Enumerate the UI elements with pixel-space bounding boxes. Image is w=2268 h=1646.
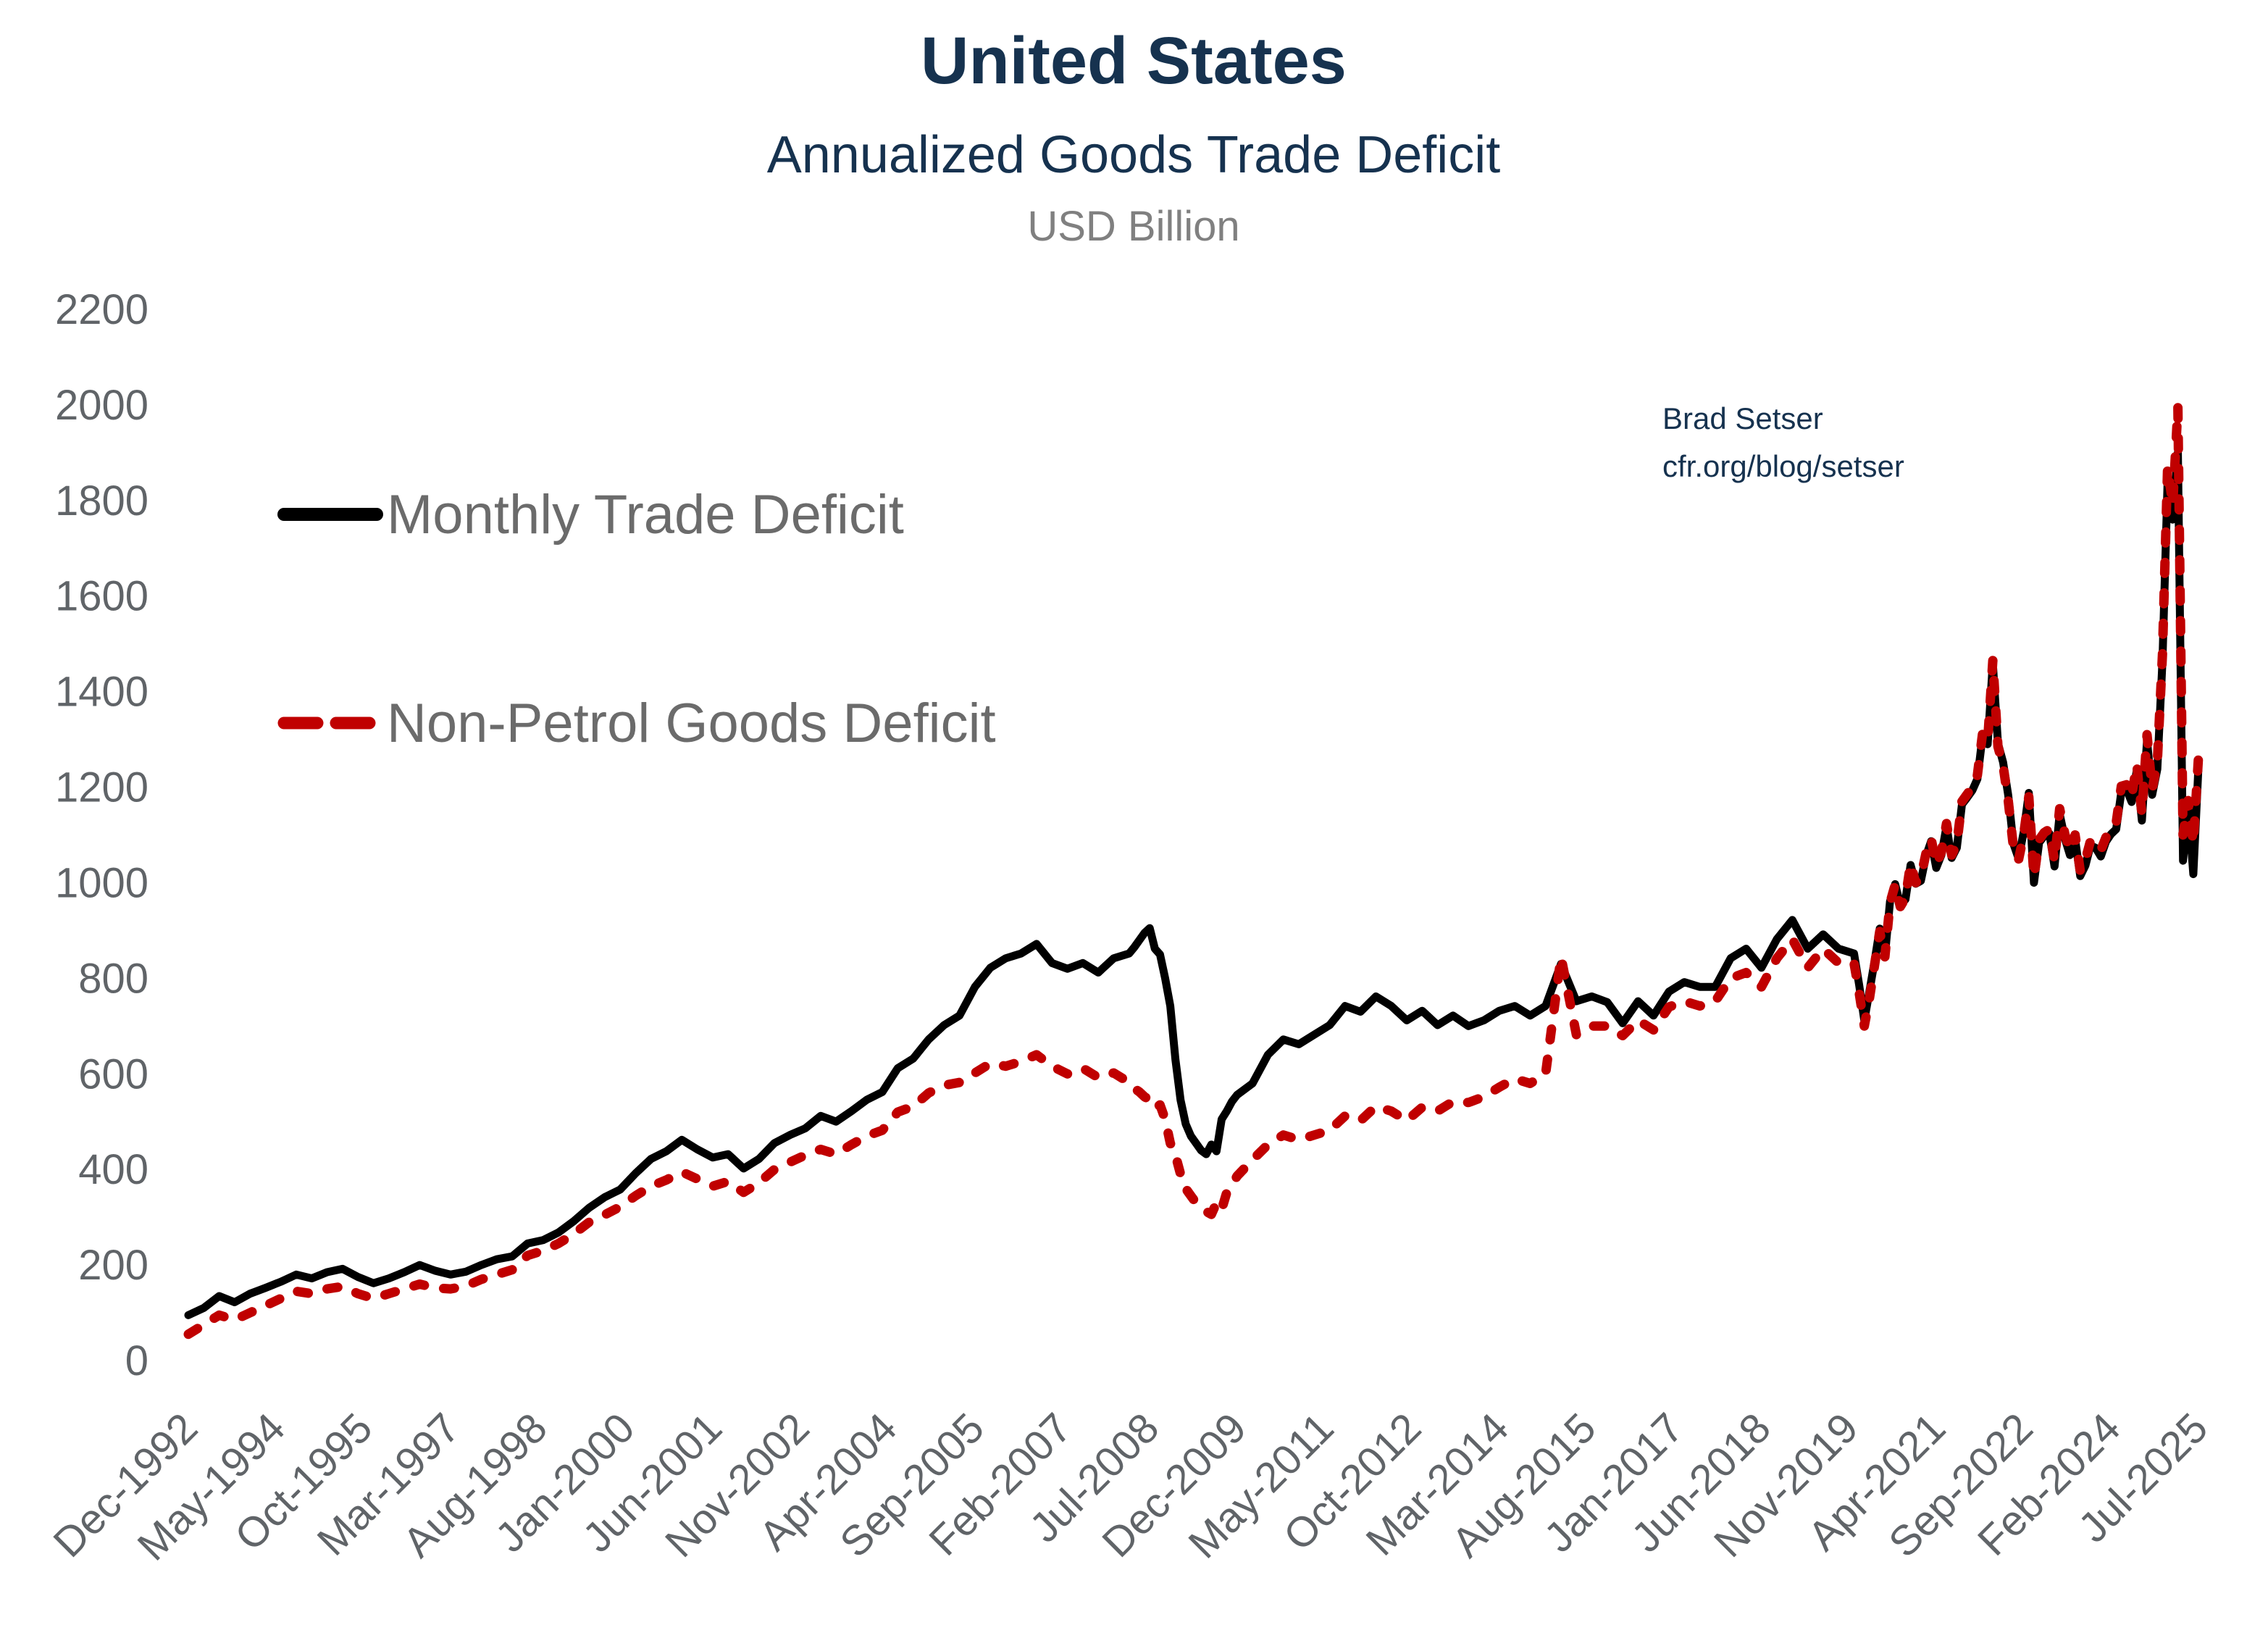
chart-unit-label: USD Billion [1027,203,1239,250]
y-tick-label: 2000 [55,382,148,429]
y-tick-label: 1600 [55,573,148,620]
y-tick-label: 2200 [55,286,148,333]
y-tick-label: 1400 [55,669,148,716]
series-layer [183,402,2204,1340]
y-axis-labels: 0 200 400 600 800 1000 1200 1400 1600 1800 2000 220… [55,286,148,1384]
legend-label-non-petrol-goods-deficit: Non-Petrol Goods Deficit [387,693,996,754]
credit-author: Brad Setser [1662,401,1823,435]
y-tick-label: 1200 [55,764,148,811]
page-title: United States [921,24,1347,98]
non-petrol-goods-deficit-line [183,402,2204,1340]
y-tick-label: 800 [78,955,148,1002]
y-tick-label: 1000 [55,859,148,906]
legend: Monthly Trade Deficit Non-Petrol Goods D… [277,484,996,754]
legend-label-monthly-trade-deficit: Monthly Trade Deficit [387,484,904,546]
y-tick-label: 600 [78,1050,148,1098]
y-tick-label: 200 [78,1242,148,1289]
y-tick-label: 400 [78,1146,148,1193]
y-tick-label: 1800 [55,477,148,525]
chart-subtitle: Annualized Goods Trade Deficit [767,126,1501,184]
x-axis-labels: Dec-1992May-1994Oct-1995Mar-1997Aug-1998… [44,1404,2217,1569]
credit-url: cfr.org/blog/setser [1662,449,1904,483]
y-tick-label: 0 [125,1337,148,1384]
